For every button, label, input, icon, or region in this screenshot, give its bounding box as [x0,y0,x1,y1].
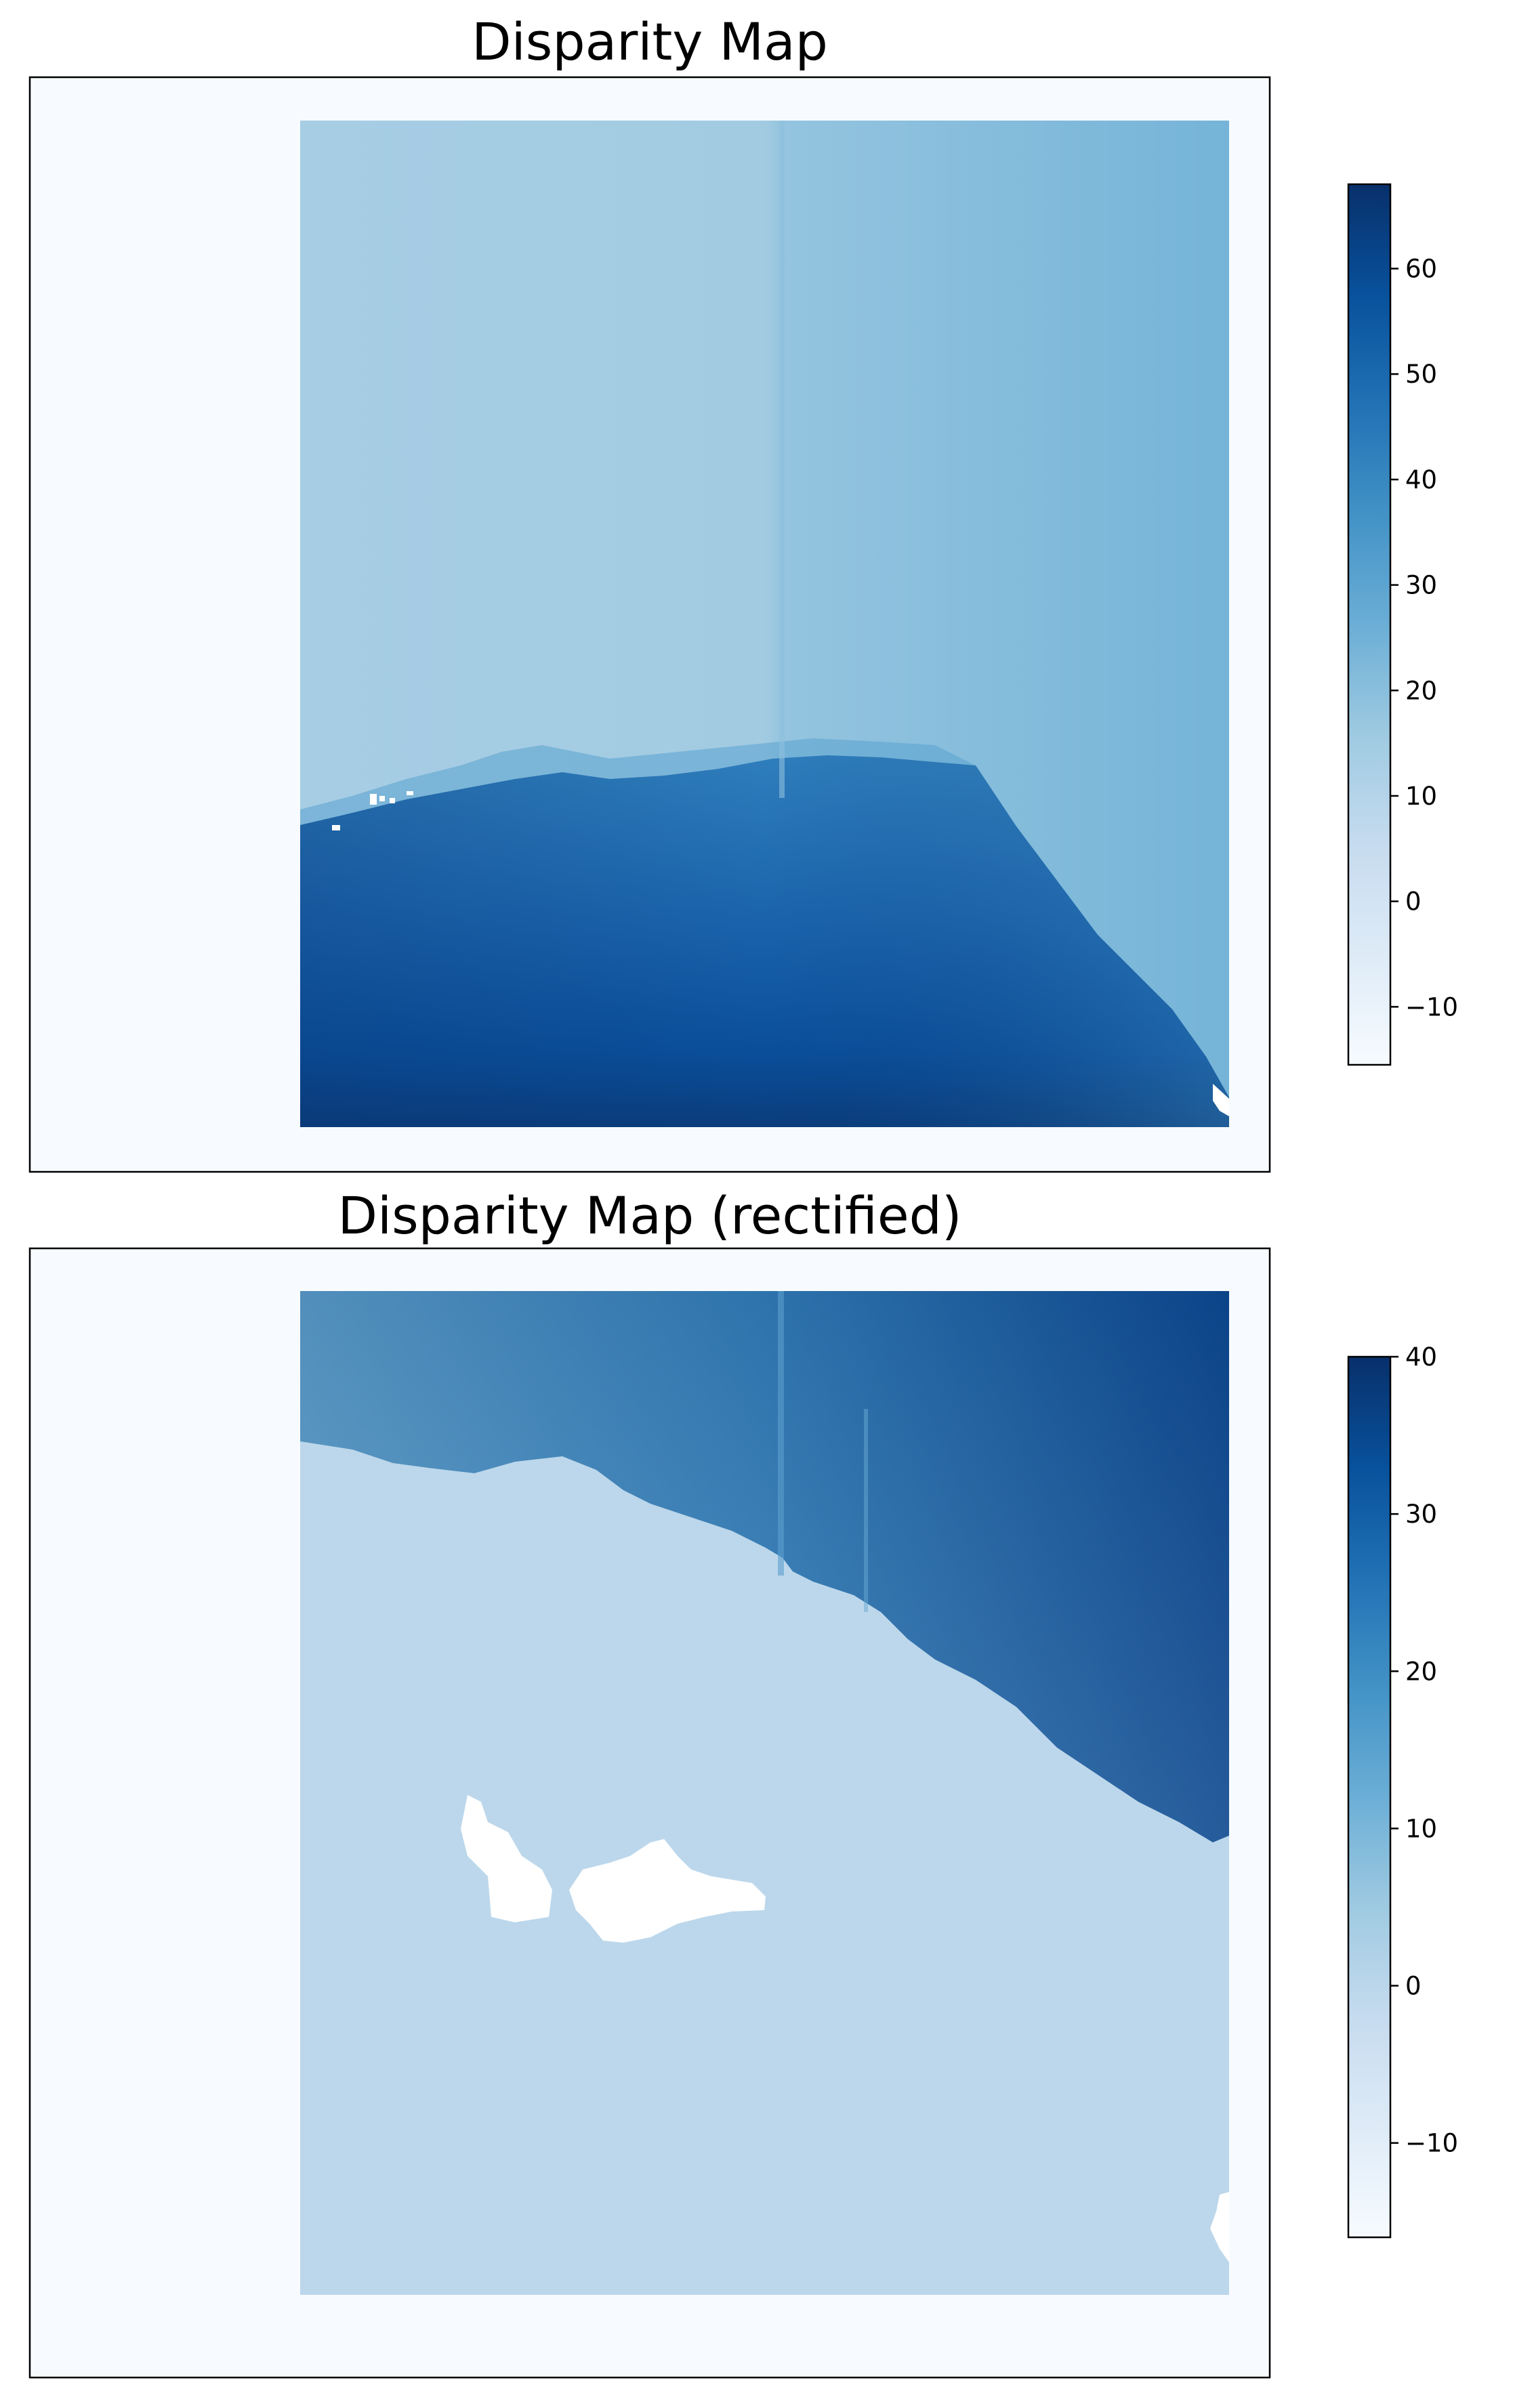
bottom-colorbar-ticks: −10 0 10 20 30 40 [1390,1343,1458,2158]
bottom-colorbar-tick-label: 20 [1405,1657,1437,1686]
bottom-plot-frame [28,1247,1271,2379]
top-colorbar-tick-label: −10 [1405,992,1458,1021]
top-colorbar-tick-label: 30 [1405,571,1437,600]
top-colorbar-tick-label: 50 [1405,360,1437,389]
bottom-invalid-hole [569,1839,766,1943]
top-plot-frame [28,76,1271,1173]
bottom-colorbar-tick-label: 10 [1405,1814,1437,1843]
top-invalid-pixels [1213,1084,1229,1116]
top-transition-band [300,738,976,825]
chart-title-top: Disparity Map [472,12,828,72]
chart-title-bottom: Disparity Map (rectified) [337,1185,962,1246]
bottom-colorbar: −10 0 10 20 30 40 [1347,1343,1458,2239]
bottom-heatmap-image [300,1291,1229,2295]
bottom-colorbar-tick-label: 40 [1405,1343,1437,1372]
top-heatmap-image [300,121,1229,1127]
top-colorbar-tick-label: 40 [1405,465,1437,494]
bottom-colorbar-tick-label: −10 [1405,2129,1458,2158]
top-colorbar-tick-label: 0 [1405,887,1422,916]
top-colorbar-bar [1347,183,1392,1066]
top-colorbar: −10 0 10 20 30 40 50 60 [1347,183,1458,1066]
top-lower-shading [300,755,1229,1127]
top-colorbar-ticks: −10 0 10 20 30 40 50 60 [1390,255,1458,1021]
bottom-invalid-hole [461,1795,552,1922]
bottom-colorbar-tick-label: 0 [1405,1972,1422,2001]
top-invalid-pixels [390,798,395,803]
bottom-vertical-seam [778,1291,784,1576]
top-colorbar-tick-label: 60 [1405,255,1437,284]
top-colorbar-tick-label: 10 [1405,782,1437,811]
bottom-invalid-hole [1210,2192,1229,2262]
top-heatmap-panel: −10 0 10 20 30 40 50 60 [28,76,1458,1173]
top-invalid-pixels [379,796,385,801]
top-invalid-pixels [370,794,377,805]
bottom-colorbar-bar [1347,1355,1392,2239]
top-invalid-pixels [407,791,413,795]
top-vertical-seam [779,121,785,798]
top-invalid-pixels [332,825,340,830]
bottom-vertical-seam [864,1409,868,1612]
bottom-colorbar-tick-label: 30 [1405,1500,1437,1529]
bottom-lower-region [300,1441,1229,2295]
bottom-heatmap-panel: −10 0 10 20 30 40 [28,1247,1458,2379]
top-colorbar-tick-label: 20 [1405,676,1437,705]
